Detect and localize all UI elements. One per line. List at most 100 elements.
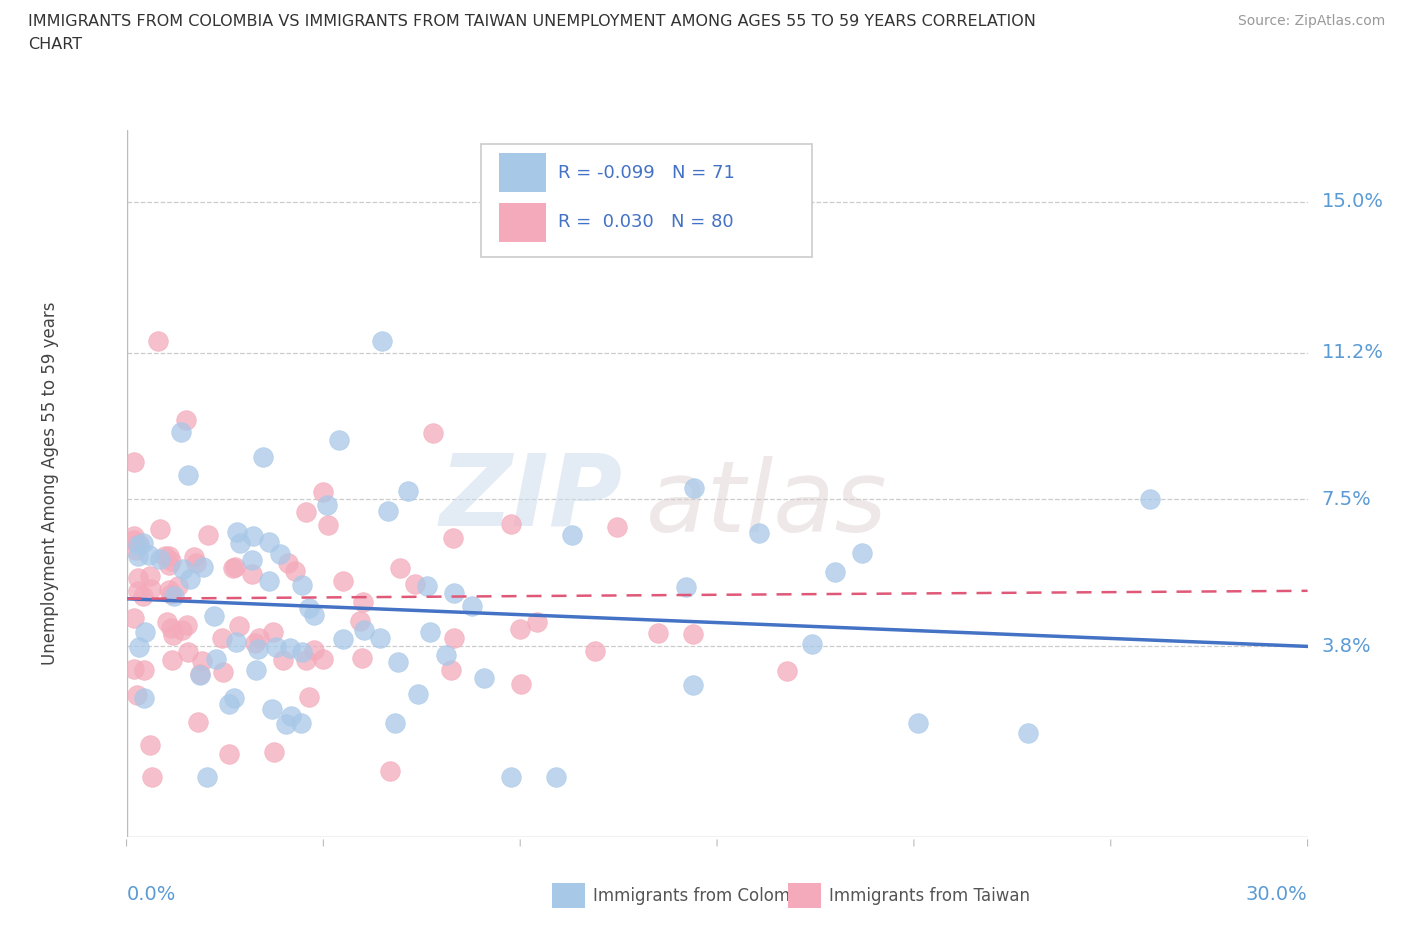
Point [166, 578, 188, 593]
Point [434, 648, 457, 663]
Point [546, 770, 568, 785]
Point [195, 770, 218, 785]
Text: 30.0%: 30.0% [1246, 884, 1308, 904]
Point [162, 628, 184, 643]
Point [242, 529, 264, 544]
Point [316, 517, 339, 532]
Point [138, 548, 160, 563]
Point [501, 517, 523, 532]
Point [353, 622, 375, 637]
Point [157, 557, 180, 572]
Text: Source: ZipAtlas.com: Source: ZipAtlas.com [1237, 14, 1385, 28]
Point [264, 640, 287, 655]
Point [224, 560, 246, 575]
Point [396, 484, 419, 498]
Point [271, 652, 294, 667]
Point [245, 662, 267, 677]
Point [380, 764, 402, 778]
Point [191, 560, 214, 575]
Point [291, 578, 314, 592]
Point [509, 621, 531, 636]
Point [257, 535, 280, 550]
Point [585, 644, 607, 658]
Point [328, 432, 350, 447]
Point [134, 662, 156, 677]
Text: 7.5%: 7.5% [1322, 490, 1371, 509]
Bar [551, 883, 585, 908]
Point [124, 610, 146, 625]
Point [280, 709, 302, 724]
Point [172, 561, 194, 576]
Point [776, 664, 799, 679]
Point [132, 589, 155, 604]
Point [146, 333, 169, 348]
Point [127, 687, 149, 702]
Point [157, 548, 180, 563]
Point [748, 525, 770, 540]
Point [156, 614, 179, 629]
Point [212, 665, 235, 680]
Point [295, 652, 318, 667]
Point [252, 450, 274, 465]
Point [204, 651, 226, 666]
Point [243, 635, 266, 650]
Point [124, 529, 146, 544]
Bar [499, 203, 546, 242]
Point [387, 654, 409, 669]
Point [139, 737, 162, 752]
Point [675, 580, 697, 595]
Point [277, 555, 299, 570]
Point [440, 662, 463, 677]
Point [190, 654, 212, 669]
Text: Immigrants from Colombia: Immigrants from Colombia [593, 886, 815, 905]
Text: R = -0.099   N = 71: R = -0.099 N = 71 [558, 164, 734, 181]
Point [222, 560, 245, 575]
Point [851, 545, 873, 560]
Point [263, 744, 285, 759]
Point [298, 601, 321, 616]
Point [149, 551, 172, 566]
Point [332, 574, 354, 589]
Point [138, 568, 160, 583]
Point [526, 614, 548, 629]
Point [1017, 725, 1039, 740]
Point [240, 566, 263, 581]
Point [202, 609, 225, 624]
Point [389, 561, 412, 576]
Point [269, 547, 291, 562]
Point [127, 538, 149, 552]
Point [304, 607, 326, 622]
Point [647, 626, 669, 641]
Text: Immigrants from Taiwan: Immigrants from Taiwan [830, 886, 1031, 905]
Point [225, 525, 247, 539]
Point [274, 717, 297, 732]
Point [311, 651, 333, 666]
Point [683, 480, 706, 495]
Point [278, 641, 301, 656]
Point [190, 667, 212, 682]
Point [606, 520, 628, 535]
Point [186, 555, 208, 570]
Point [127, 570, 149, 585]
Text: 11.2%: 11.2% [1322, 343, 1384, 362]
Point [349, 613, 371, 628]
Point [127, 548, 149, 563]
Point [350, 650, 373, 665]
Point [187, 715, 209, 730]
Point [302, 643, 325, 658]
Point [176, 618, 198, 632]
Point [141, 582, 163, 597]
Point [419, 624, 441, 639]
Point [290, 715, 312, 730]
Point [422, 426, 444, 441]
Point [461, 599, 484, 614]
Text: atlas: atlas [647, 457, 887, 553]
Text: IMMIGRANTS FROM COLOMBIA VS IMMIGRANTS FROM TAIWAN UNEMPLOYMENT AMONG AGES 55 TO: IMMIGRANTS FROM COLOMBIA VS IMMIGRANTS F… [28, 14, 1036, 29]
Point [224, 690, 246, 705]
Point [141, 770, 163, 785]
Point [162, 589, 184, 604]
Point [124, 455, 146, 470]
Point [441, 531, 464, 546]
Point [408, 687, 430, 702]
Point [682, 677, 704, 692]
